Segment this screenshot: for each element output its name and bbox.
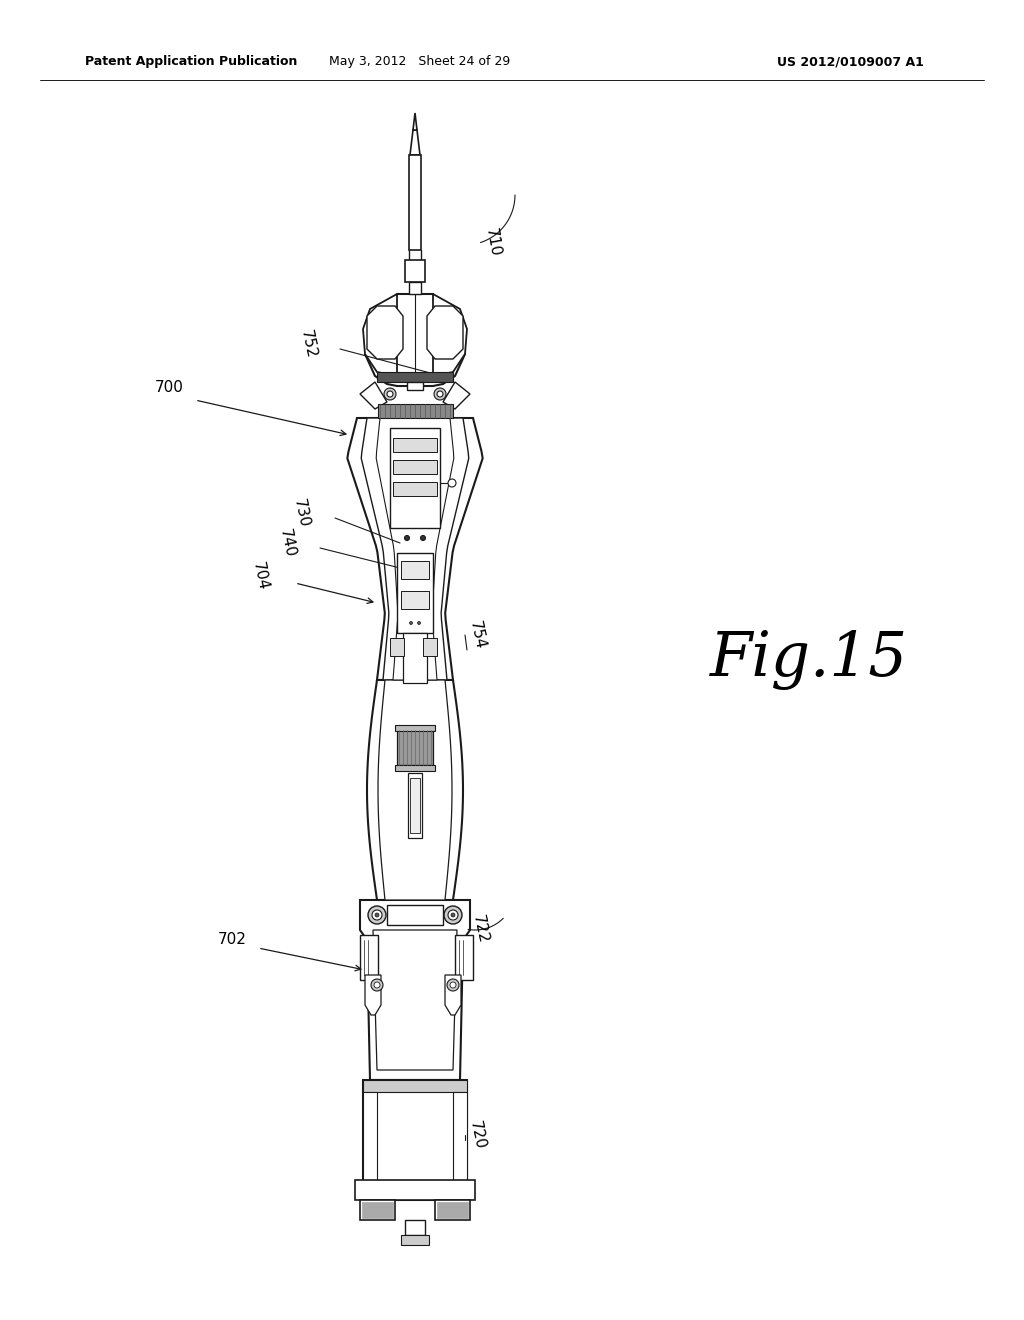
Bar (403, 634, 427, 682)
Ellipse shape (410, 622, 413, 624)
Bar (406, 1220, 425, 1236)
Bar (390, 428, 440, 528)
Bar (423, 638, 437, 656)
Ellipse shape (447, 979, 459, 991)
Text: 700: 700 (155, 380, 184, 396)
Ellipse shape (449, 909, 458, 920)
Bar (408, 774, 422, 838)
Polygon shape (413, 114, 417, 129)
Text: May 3, 2012   Sheet 24 of 29: May 3, 2012 Sheet 24 of 29 (330, 55, 511, 69)
Bar (437, 1203, 468, 1218)
Polygon shape (367, 306, 403, 359)
Polygon shape (365, 975, 381, 1015)
Polygon shape (362, 294, 397, 376)
Bar (393, 438, 437, 451)
Text: 730: 730 (291, 498, 312, 529)
Polygon shape (410, 129, 420, 154)
Polygon shape (361, 418, 469, 680)
Bar (360, 1200, 395, 1220)
Bar (453, 1092, 467, 1191)
Bar (362, 1203, 393, 1218)
Polygon shape (445, 975, 461, 1015)
Text: 702: 702 (218, 932, 247, 948)
Bar (401, 591, 429, 609)
Bar (435, 1200, 470, 1220)
Ellipse shape (368, 906, 386, 924)
Bar (397, 553, 433, 634)
Bar (409, 154, 421, 249)
Text: 704: 704 (249, 560, 270, 591)
Ellipse shape (374, 982, 380, 987)
Text: 752: 752 (297, 329, 318, 359)
Ellipse shape (404, 536, 410, 540)
Polygon shape (433, 294, 467, 376)
Ellipse shape (387, 391, 393, 397)
Bar (409, 282, 421, 294)
Bar (362, 1080, 467, 1092)
Bar (378, 404, 453, 418)
Bar (390, 638, 404, 656)
Bar (371, 1085, 459, 1195)
Bar (410, 777, 420, 833)
Ellipse shape (444, 906, 462, 924)
Bar (360, 935, 378, 979)
Text: Fig.15: Fig.15 (710, 630, 908, 690)
Bar (377, 372, 453, 381)
Polygon shape (373, 931, 457, 1071)
Bar (397, 730, 433, 766)
Bar (455, 935, 473, 979)
Bar (401, 561, 429, 579)
Bar (362, 1092, 377, 1191)
Polygon shape (443, 381, 470, 409)
Polygon shape (427, 306, 463, 359)
Ellipse shape (437, 391, 443, 397)
Bar (393, 482, 437, 496)
Bar (362, 1080, 467, 1200)
Text: 710: 710 (482, 227, 502, 259)
Text: 722: 722 (470, 913, 490, 945)
Text: 754: 754 (467, 619, 487, 651)
Polygon shape (367, 680, 463, 900)
Bar (395, 766, 435, 771)
Ellipse shape (451, 913, 455, 917)
Ellipse shape (371, 979, 383, 991)
Text: US 2012/0109007 A1: US 2012/0109007 A1 (776, 55, 924, 69)
Text: 740: 740 (276, 527, 297, 558)
Polygon shape (378, 680, 452, 900)
Bar (387, 906, 443, 925)
Text: Patent Application Publication: Patent Application Publication (85, 55, 297, 69)
Bar (393, 459, 437, 474)
Ellipse shape (434, 388, 446, 400)
Bar (407, 381, 423, 389)
Bar (401, 1236, 429, 1245)
Polygon shape (365, 294, 465, 385)
Ellipse shape (450, 982, 456, 987)
Ellipse shape (372, 909, 382, 920)
Ellipse shape (418, 622, 421, 624)
Polygon shape (347, 418, 482, 680)
Ellipse shape (449, 479, 456, 487)
Ellipse shape (421, 536, 426, 540)
Polygon shape (360, 900, 470, 1080)
Bar (395, 725, 435, 731)
Text: 720: 720 (467, 1119, 487, 1151)
Ellipse shape (384, 388, 396, 400)
Polygon shape (360, 381, 387, 409)
Bar (355, 1180, 475, 1200)
Ellipse shape (375, 913, 379, 917)
Bar (406, 260, 425, 282)
Polygon shape (376, 418, 454, 680)
